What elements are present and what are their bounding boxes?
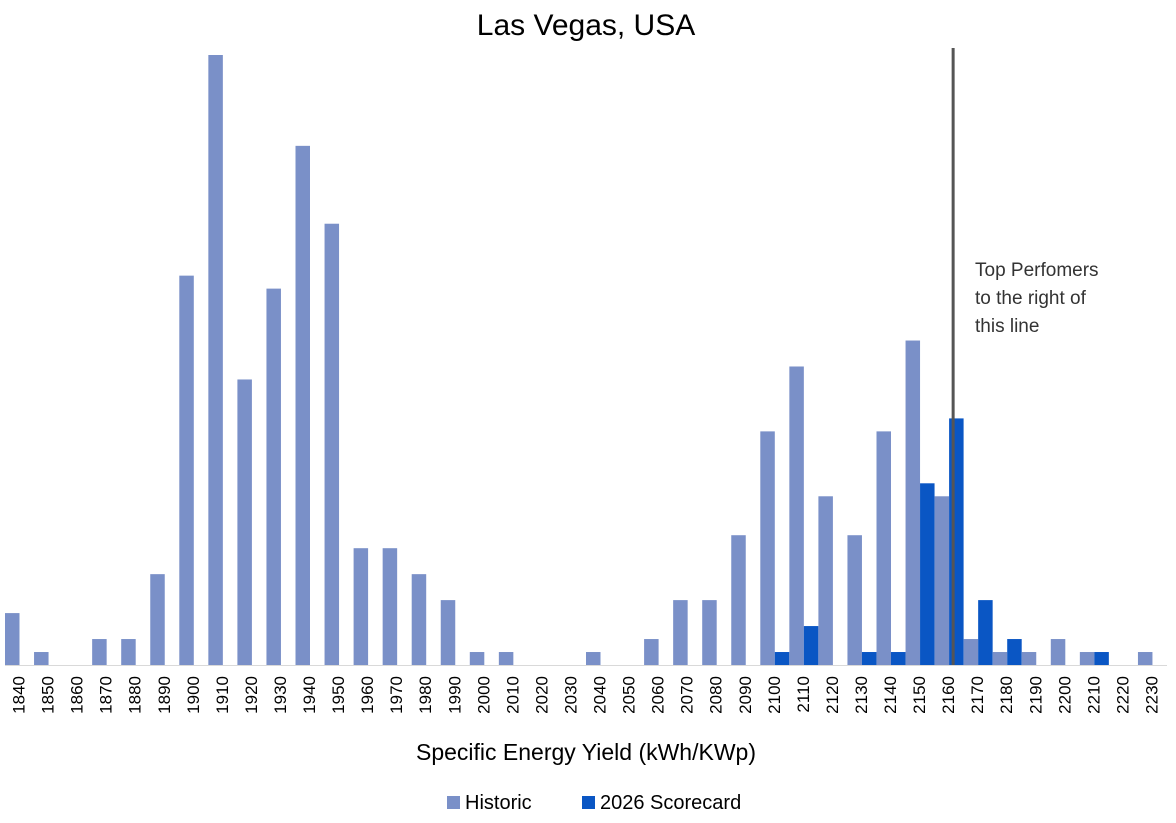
x-tick-label: 2150 xyxy=(910,676,929,714)
x-tick-label: 2030 xyxy=(561,676,580,714)
x-tick-label: 1860 xyxy=(68,676,87,714)
bar-historic-2210 xyxy=(1079,652,1095,665)
bar-historic-1970 xyxy=(382,548,398,665)
bar-historic-2190 xyxy=(1021,652,1037,665)
bar-scorecard-2110 xyxy=(803,626,819,665)
legend-label-scorecard: 2026 Scorecard xyxy=(600,792,741,814)
annotation-line: this line xyxy=(975,316,1039,337)
bar-historic-1870 xyxy=(92,639,107,665)
x-tick-label: 2000 xyxy=(474,676,493,714)
bar-scorecard-2150 xyxy=(920,483,935,665)
bar-historic-2080 xyxy=(702,600,717,665)
x-tick-label: 2140 xyxy=(881,676,900,714)
legend: Historic 2026 Scorecard xyxy=(447,792,741,814)
annotation-line: to the right of xyxy=(975,288,1087,309)
x-tick-label: 1850 xyxy=(39,676,58,714)
bar-historic-1940 xyxy=(295,145,310,666)
bar-historic-2180 xyxy=(992,652,1008,665)
bar-historic-2150 xyxy=(905,340,921,665)
x-tick-label: 2210 xyxy=(1084,676,1103,714)
bar-historic-2170 xyxy=(963,639,979,665)
x-tick-label: 2050 xyxy=(620,676,639,714)
bar-historic-2000 xyxy=(469,652,485,665)
x-tick-label: 1980 xyxy=(416,676,435,714)
bar-scorecard-2170 xyxy=(978,600,993,665)
bar-historic-2070 xyxy=(673,600,688,665)
x-tick-label: 2170 xyxy=(968,676,987,714)
x-tick-label: 1880 xyxy=(126,676,145,714)
x-tick-label: 2020 xyxy=(532,676,551,714)
x-tick-label: 2220 xyxy=(1113,676,1132,714)
x-tick-label: 2040 xyxy=(591,676,610,714)
bar-historic-1840 xyxy=(5,613,20,665)
bar-scorecard-2160 xyxy=(949,418,964,665)
x-tick-labels: 1840 1850 1860 1870 1880 1890 1900 1910 1920 1930… xyxy=(10,676,1162,714)
legend-swatch-historic xyxy=(447,796,460,809)
bar-historic-1960 xyxy=(353,548,369,665)
bar-historic-1890 xyxy=(150,574,165,665)
chart-title: Las Vegas, USA xyxy=(477,9,695,42)
x-tick-label: 1900 xyxy=(184,676,203,714)
x-tick-label: 1960 xyxy=(358,676,377,714)
legend-swatch-scorecard xyxy=(582,796,595,809)
bar-scorecard-2210 xyxy=(1094,652,1109,665)
bar-historic-2090 xyxy=(731,535,746,665)
bar-historic-1910 xyxy=(208,55,223,665)
x-tick-label: 2010 xyxy=(503,676,522,714)
x-tick-label: 2080 xyxy=(707,676,726,714)
bar-historic-1950 xyxy=(324,223,340,665)
x-tick-label: 1970 xyxy=(387,676,406,714)
bar-scorecard-2140 xyxy=(891,652,906,665)
threshold-annotation: Top Perfomers to the right of this line xyxy=(975,260,1099,337)
bar-historic-2100 xyxy=(760,431,775,665)
x-tick-label: 1870 xyxy=(97,676,116,714)
x-tick-label: 1940 xyxy=(300,676,319,714)
x-tick-label: 2070 xyxy=(678,676,697,714)
x-tick-label: 2110 xyxy=(794,676,813,713)
x-tick-label: 1890 xyxy=(155,676,174,714)
x-tick-label: 2090 xyxy=(736,676,755,714)
bar-historic-1990 xyxy=(440,600,456,665)
bar-historic-2010 xyxy=(498,652,514,665)
bars-group xyxy=(5,55,1153,666)
bar-historic-2140 xyxy=(876,431,891,665)
bar-scorecard-2180 xyxy=(1007,639,1022,665)
x-tick-label: 2060 xyxy=(649,676,668,714)
x-tick-label: 2130 xyxy=(852,676,871,714)
bar-historic-1980 xyxy=(411,574,427,665)
x-tick-label: 1950 xyxy=(329,676,348,714)
x-tick-label: 1930 xyxy=(271,676,290,714)
x-tick-label: 1840 xyxy=(10,676,29,714)
bar-historic-2160 xyxy=(934,496,950,665)
bar-historic-2110 xyxy=(789,366,804,665)
x-tick-label: 2180 xyxy=(997,676,1016,714)
x-tick-label: 2230 xyxy=(1142,676,1161,714)
x-tick-label: 2160 xyxy=(939,676,958,714)
bar-scorecard-2100 xyxy=(774,652,790,665)
bar-scorecard-2130 xyxy=(861,652,877,665)
bar-historic-1930 xyxy=(266,288,281,665)
bar-historic-1920 xyxy=(237,379,252,665)
bar-historic-2040 xyxy=(586,652,601,665)
x-tick-label: 2190 xyxy=(1026,676,1045,714)
bar-historic-2200 xyxy=(1050,639,1066,665)
legend-label-historic: Historic xyxy=(465,792,532,814)
x-tick-label: 1910 xyxy=(213,676,232,714)
x-tick-label: 2200 xyxy=(1055,676,1074,714)
x-tick-label: 1920 xyxy=(242,676,261,714)
bar-historic-1880 xyxy=(121,639,136,665)
bar-historic-2060 xyxy=(644,639,659,665)
bar-historic-2230 xyxy=(1137,652,1153,665)
x-tick-label: 2120 xyxy=(823,676,842,714)
bar-historic-2130 xyxy=(847,535,862,665)
bar-historic-2120 xyxy=(818,496,833,665)
x-axis-label: Specific Energy Yield (kWh/KWp) xyxy=(416,739,756,765)
bar-historic-1900 xyxy=(179,275,194,665)
bar-historic-1850 xyxy=(34,652,49,665)
annotation-line: Top Perfomers xyxy=(975,260,1099,281)
x-tick-label: 1990 xyxy=(445,676,464,714)
x-tick-label: 2100 xyxy=(765,676,784,714)
